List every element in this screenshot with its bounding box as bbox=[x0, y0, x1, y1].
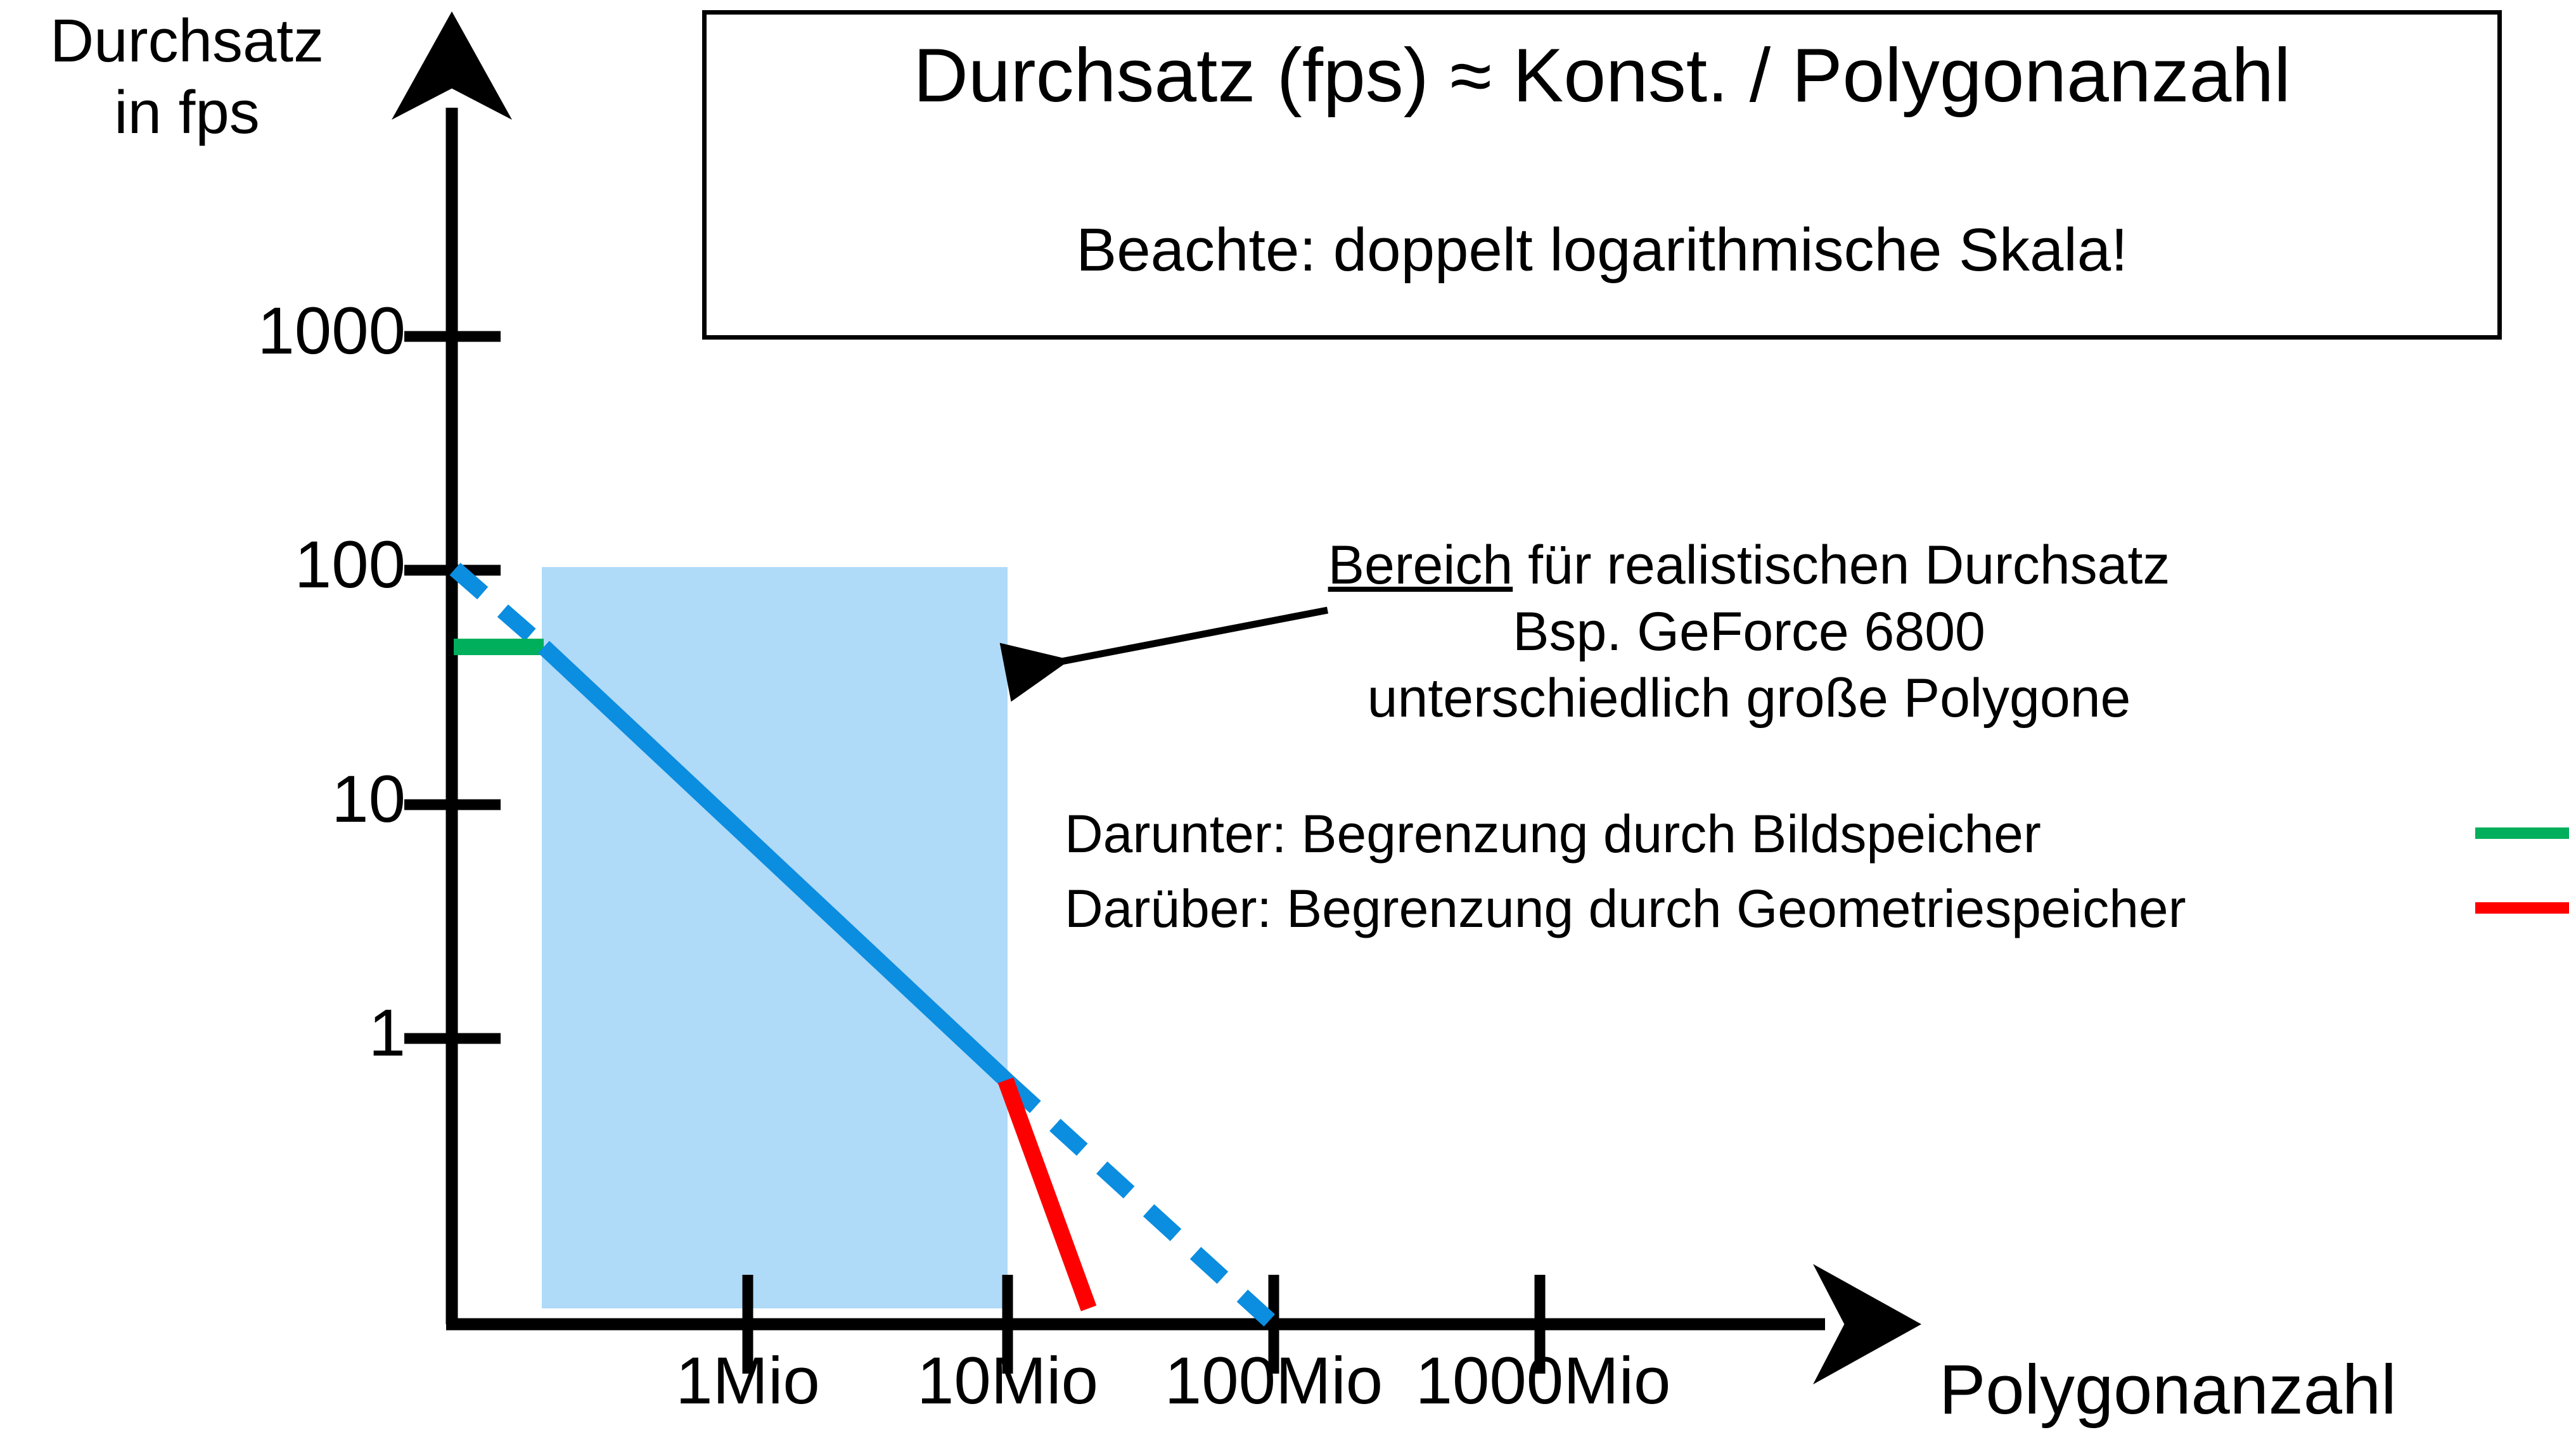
annotation-line-3: unterschiedlich große Polygone bbox=[1367, 667, 2131, 729]
x-axis-title: Polygonanzahl bbox=[1939, 1351, 2397, 1429]
legend-item-bildspeicher: Darunter: Begrenzung durch Bildspeicher bbox=[1065, 803, 2569, 864]
x-tick-label-1000mio: 1000Mio bbox=[1415, 1344, 1671, 1418]
annotation-line-1-underlined: Bereich bbox=[1328, 535, 1513, 596]
throughput-dashed-upper bbox=[449, 563, 551, 654]
y-tick-label-1000: 1000 bbox=[257, 294, 406, 368]
y-axis-title: Durchsatz in fps bbox=[49, 7, 324, 147]
realistic-range-region bbox=[542, 567, 1008, 1308]
x-tick-label-100mio: 100Mio bbox=[1164, 1344, 1383, 1418]
x-tick-label-10mio: 10Mio bbox=[917, 1344, 1098, 1418]
title-box bbox=[702, 10, 2502, 340]
y-tick-label-100: 100 bbox=[294, 528, 406, 602]
legend-item-geometriespeicher: Darüber: Begrenzung durch Geometriespeic… bbox=[1065, 878, 2569, 939]
y-tick-label-10: 10 bbox=[331, 762, 406, 836]
title-note: Beachte: doppelt logarithmische Skala! bbox=[1076, 216, 2128, 284]
annotation-line-1: Bereich für realistischen Durchsatz bbox=[1128, 532, 2370, 599]
annotation-line-2: Bsp. GeForce 6800 bbox=[1513, 601, 1985, 662]
legend-label-geometriespeicher: Darüber: Begrenzung durch Geometriespeic… bbox=[1065, 879, 2186, 938]
legend-swatch-green bbox=[2475, 827, 2569, 839]
throughput-solid-line bbox=[538, 641, 1014, 1089]
title-formula: Durchsatz (fps) ≈ Konst. / Polygonanzahl bbox=[913, 33, 2291, 118]
region-annotation: Bereich für realistischen Durchsatz Bsp.… bbox=[1128, 532, 2370, 732]
legend-swatch-red bbox=[2475, 902, 2569, 914]
legend-label-bildspeicher: Darunter: Begrenzung durch Bildspeicher bbox=[1065, 804, 2041, 864]
geometry-limit-line bbox=[997, 1077, 1097, 1312]
x-tick-label-1mio: 1Mio bbox=[676, 1344, 820, 1418]
y-tick-label-1: 1 bbox=[368, 996, 406, 1070]
annotation-arrow bbox=[999, 606, 1329, 702]
annotation-line-1-rest: für realistischen Durchsatz bbox=[1513, 535, 2170, 596]
